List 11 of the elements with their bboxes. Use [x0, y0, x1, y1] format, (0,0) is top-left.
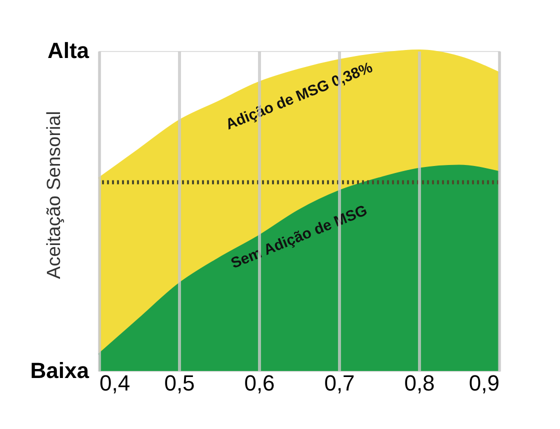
x-tick-label: 0,9 [468, 370, 500, 396]
text: Alta [47, 38, 90, 63]
series-label: Adição de MSG 0,38% [223, 59, 376, 134]
x-tick-label: 0,5 [164, 370, 195, 396]
series-label: Sem Adição de MSG [228, 202, 370, 272]
x-tick-label: 0,8 [404, 370, 435, 396]
x-tick-label: 0,6 [244, 370, 275, 396]
y-axis-title: Aceitação Sensorial [44, 111, 65, 279]
x-tick-label: 0,4 [100, 370, 130, 396]
text: Baixa [30, 358, 90, 383]
x-tick-label: 0,7 [324, 370, 355, 396]
